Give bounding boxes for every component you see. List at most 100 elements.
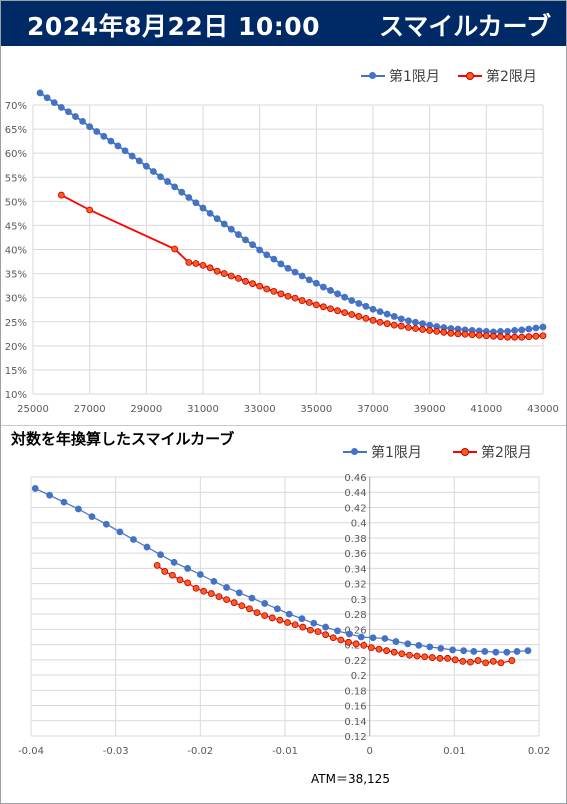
data-point-s1: [470, 648, 478, 655]
series-line-2: [60, 194, 544, 339]
x-tick-label: 43000: [527, 404, 559, 415]
data-point-s1: [404, 640, 412, 648]
data-point-s2: [291, 621, 299, 629]
data-point-s2: [390, 648, 398, 656]
data-point-s1: [348, 297, 356, 304]
data-point-s2: [284, 619, 291, 626]
data-point-s2: [474, 657, 482, 664]
data-point-s1: [291, 268, 299, 276]
data-point-s1: [248, 594, 256, 602]
data-point-s1: [128, 152, 136, 160]
data-point-s1: [171, 183, 179, 191]
data-point-s1: [503, 648, 511, 656]
data-point-s2: [497, 659, 505, 667]
data-point-s2: [256, 282, 264, 290]
data-point-s1: [65, 108, 72, 116]
y-tick-label: 25%: [5, 318, 27, 329]
x-tick-label: 25000: [17, 404, 49, 415]
data-point-s1: [405, 317, 412, 325]
y-tick-label: 20%: [5, 342, 27, 353]
data-point-s1: [46, 491, 54, 499]
data-point-s2: [440, 328, 448, 336]
data-point-s1: [135, 157, 143, 165]
data-point-s1: [36, 89, 44, 97]
data-point-s2: [291, 294, 299, 302]
x-tick-label: 37000: [357, 404, 389, 415]
data-point-s2: [369, 316, 377, 324]
data-point-s1: [270, 255, 278, 263]
data-point-s1: [345, 630, 353, 638]
y-tick-label: 60%: [5, 149, 27, 160]
header-bar: 2024年8月22日 10:00 スマイルカーブ: [1, 1, 566, 46]
data-point-s2: [200, 587, 208, 595]
y-tick-label: 0.38: [344, 534, 366, 545]
data-point-s1: [235, 231, 242, 238]
data-point-s1: [449, 646, 457, 654]
data-point-s2: [57, 191, 65, 199]
data-point-s2: [276, 616, 284, 624]
legend-marker-s2: [466, 72, 474, 80]
data-point-s1: [419, 320, 426, 328]
data-point-s1: [369, 305, 377, 313]
data-point-s2: [467, 658, 474, 666]
data-point-s2: [86, 206, 94, 214]
data-point-s2: [246, 605, 253, 613]
y-tick-label: 0.26: [344, 625, 366, 636]
y-tick-label: 35%: [5, 270, 27, 281]
y-tick-label: 0.36: [344, 549, 366, 560]
data-point-s1: [355, 300, 363, 307]
data-point-s1: [210, 577, 218, 585]
data-point-s2: [390, 321, 398, 329]
legend-label-s2: 第2限月: [486, 69, 537, 85]
data-point-s1: [310, 619, 318, 627]
data-point-s1: [60, 498, 68, 506]
data-point-s2: [168, 571, 176, 579]
data-point-s2: [489, 657, 497, 665]
data-point-s2: [227, 272, 235, 280]
data-point-s2: [192, 260, 200, 267]
data-point-s2: [426, 327, 434, 334]
data-point-s2: [223, 596, 230, 604]
y-tick-label: 0.3: [351, 595, 367, 606]
data-point-s2: [405, 324, 412, 331]
data-point-s2: [468, 331, 476, 339]
data-point-s2: [185, 259, 193, 266]
data-point-s2: [312, 301, 320, 309]
data-point-s1: [50, 99, 58, 106]
data-point-s2: [504, 333, 511, 341]
chart-2-svg: 0.120.140.160.180.20.220.240.260.280.30.…: [18, 473, 550, 757]
data-point-s1: [381, 635, 389, 642]
data-point-s2: [447, 329, 455, 337]
data-point-s2: [249, 280, 256, 288]
data-point-s1: [192, 199, 200, 207]
data-point-s1: [206, 209, 214, 217]
y-tick-label: 0.32: [344, 580, 366, 591]
data-point-s1: [102, 520, 110, 528]
data-point-s2: [398, 650, 406, 658]
data-point-s1: [213, 215, 221, 223]
data-point-s2: [337, 636, 345, 644]
chart-2-panel: 0.120.140.160.180.20.220.240.260.280.30.…: [1, 426, 566, 802]
data-point-s2: [161, 568, 169, 575]
atm-annotation: ATM＝38,125: [311, 772, 390, 786]
y-tick-label: 0.12: [344, 732, 366, 743]
data-point-s2: [263, 285, 271, 293]
x-tick-label: -0.01: [272, 746, 298, 757]
data-point-s1: [235, 589, 243, 597]
data-point-s2: [314, 628, 322, 636]
data-point-s2: [497, 333, 504, 341]
data-point-s2: [421, 653, 429, 661]
data-point-s1: [100, 132, 108, 140]
data-point-s1: [525, 325, 533, 333]
y-tick-label: 0.14: [344, 717, 366, 728]
x-tick-label: 0.01: [443, 746, 465, 757]
data-point-s1: [298, 615, 306, 623]
data-point-s2: [334, 307, 341, 315]
data-point-s1: [249, 241, 256, 249]
data-point-s2: [345, 638, 352, 646]
data-point-s1: [223, 584, 230, 591]
data-point-s1: [157, 551, 164, 559]
data-point-s2: [511, 333, 519, 341]
data-point-s2: [444, 654, 451, 662]
data-point-s1: [157, 173, 164, 181]
